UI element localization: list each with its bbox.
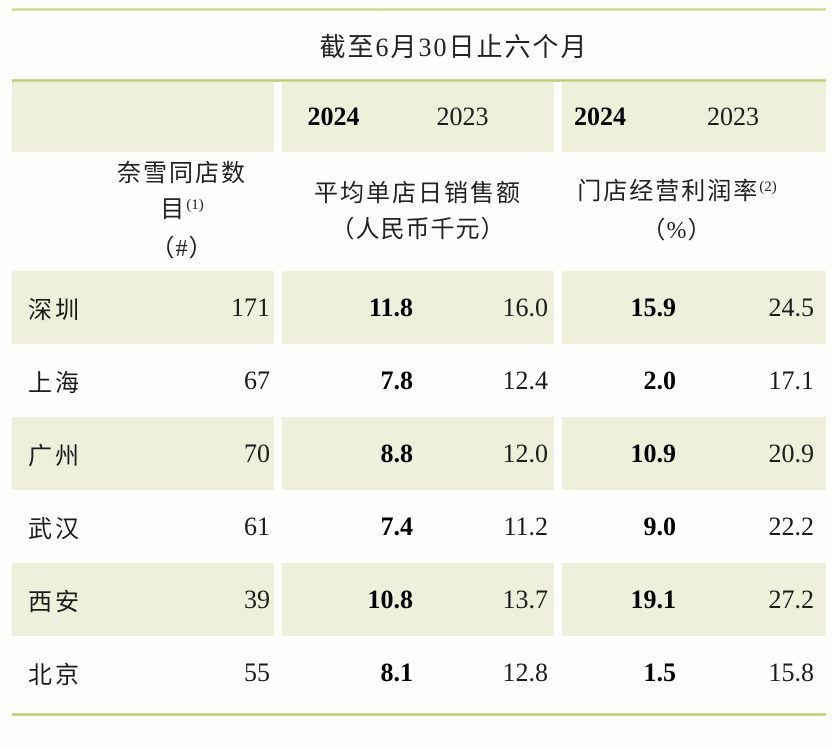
margin-2024-value: 1.5 (643, 657, 677, 687)
margin-2023-value: 22.2 (768, 511, 815, 541)
margin-2023-value: 24.5 (768, 292, 815, 322)
margin-2024-value: 15.9 (630, 292, 677, 322)
store-count: 70 (244, 438, 270, 468)
sales-2023-value: 12.4 (502, 365, 549, 395)
footnote-ref-1: (1) (186, 197, 204, 213)
store-count: 55 (244, 657, 270, 687)
report-table-page: 截至6月30日止六个月 2024 2023 2024 2023 奈雪同店数 目(… (0, 8, 832, 748)
margin-2023-value: 17.1 (768, 365, 815, 395)
sales-2024-value: 7.4 (380, 511, 414, 541)
margin-2024-value: 9.0 (643, 511, 677, 541)
city-label: 广州 (28, 444, 82, 470)
sales-2023-value: 12.8 (502, 657, 549, 687)
sales-2023-value: 13.7 (502, 584, 549, 614)
bottom-divider (12, 713, 826, 716)
table-row: 西安 39 10.8 13.7 19.1 27.2 (12, 563, 826, 636)
city-label: 深圳 (28, 298, 82, 324)
sales-2024-value: 11.8 (368, 292, 413, 322)
table-row: 北京 55 8.1 12.8 1.5 15.8 (12, 636, 826, 709)
sales-2023-value: 12.0 (502, 438, 549, 468)
description-header-row: 奈雪同店数 目(1) （#） 平均单店日销售额 （人民币千元） 门店经营利润率(… (12, 152, 826, 271)
city-label: 北京 (28, 663, 82, 689)
col-header-margin-2023: 2023 (707, 102, 759, 131)
store-count: 39 (244, 584, 270, 614)
margin-2023-value: 27.2 (768, 584, 815, 614)
margin-2024-value: 19.1 (630, 584, 677, 614)
period-title: 截至6月30日止六个月 (319, 32, 589, 62)
col-group-sales-label: 平均单店日销售额 （人民币千元） (314, 180, 522, 243)
table-row: 深圳 171 11.8 16.0 15.9 24.5 (12, 271, 826, 344)
sales-2023-value: 16.0 (502, 292, 549, 322)
table-row: 上海 67 7.8 12.4 2.0 17.1 (12, 344, 826, 417)
table-row: 武汉 61 7.4 11.2 9.0 22.2 (12, 490, 826, 563)
sales-2024-value: 8.8 (380, 438, 414, 468)
store-count: 67 (244, 365, 270, 395)
sales-2024-value: 10.8 (367, 584, 414, 614)
margin-2024-value: 2.0 (643, 365, 677, 395)
sales-2024-value: 7.8 (380, 365, 414, 395)
sales-2023-value: 11.2 (503, 511, 548, 541)
city-label: 武汉 (28, 517, 82, 543)
header-divider (12, 79, 826, 82)
col-header-margin-2024: 2024 (574, 102, 626, 131)
col-group-stores-label: 奈雪同店数 目(1) （#） (117, 161, 247, 262)
city-label: 上海 (28, 371, 82, 397)
year-header-row: 2024 2023 2024 2023 (12, 82, 826, 152)
col-header-sales-2024: 2024 (307, 102, 360, 131)
table-row: 广州 70 8.8 12.0 10.9 20.9 (12, 417, 826, 490)
year-header-spacer (12, 82, 274, 152)
city-label: 西安 (28, 590, 82, 616)
margin-2023-value: 15.8 (768, 657, 815, 687)
col-header-sales-2023: 2023 (436, 102, 489, 131)
sales-2024-value: 8.1 (380, 657, 414, 687)
store-count: 61 (244, 511, 270, 541)
top-divider (12, 8, 826, 11)
footnote-ref-2: (2) (759, 179, 777, 195)
margin-2023-value: 20.9 (768, 438, 815, 468)
col-group-margin-label: 门店经营利润率(2) （%） (577, 179, 777, 244)
margin-2024-value: 10.9 (630, 438, 677, 468)
store-count: 171 (231, 292, 270, 322)
